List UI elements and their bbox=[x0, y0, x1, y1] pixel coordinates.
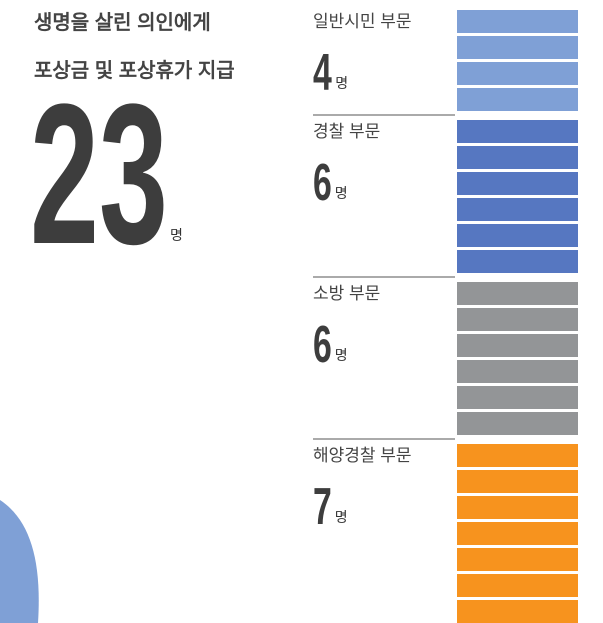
unit-bar bbox=[457, 470, 578, 493]
group-unit: 명 bbox=[335, 347, 348, 363]
unit-bar bbox=[457, 198, 578, 221]
group-unit: 명 bbox=[335, 75, 348, 91]
unit-bar bbox=[457, 250, 578, 273]
group-unit: 명 bbox=[335, 185, 348, 201]
unit-bar bbox=[457, 146, 578, 169]
unit-bar bbox=[457, 224, 578, 247]
unit-bar bbox=[457, 308, 578, 331]
unit-bar bbox=[457, 282, 578, 305]
unit-bar bbox=[457, 360, 578, 383]
group-count: 6 bbox=[313, 316, 332, 374]
unit-bar bbox=[457, 496, 578, 519]
decor-blob bbox=[0, 500, 39, 623]
group-label: 일반시민 부문 bbox=[313, 12, 412, 31]
unit-bar bbox=[457, 334, 578, 357]
group-count: 6 bbox=[313, 154, 332, 212]
group-label: 경찰 부문 bbox=[313, 122, 380, 141]
title-line: 포상금 및 포상휴가 지급 bbox=[34, 59, 235, 82]
total-number: 23 bbox=[30, 63, 168, 287]
unit-bar bbox=[457, 600, 578, 623]
group-count: 7 bbox=[313, 478, 332, 536]
unit-bar bbox=[457, 386, 578, 409]
title-line: 생명을 살린 의인에게 bbox=[34, 11, 211, 34]
group-unit: 명 bbox=[335, 509, 348, 525]
unit-bar bbox=[457, 88, 578, 111]
group-label: 해양경찰 부문 bbox=[313, 446, 412, 465]
unit-bar bbox=[457, 444, 578, 467]
unit-bar bbox=[457, 36, 578, 59]
group-count: 4 bbox=[313, 44, 332, 102]
unit-bar bbox=[457, 10, 578, 33]
unit-bar bbox=[457, 548, 578, 571]
unit-bar bbox=[457, 574, 578, 597]
unit-bar bbox=[457, 522, 578, 545]
unit-bar bbox=[457, 62, 578, 85]
unit-bar bbox=[457, 412, 578, 435]
unit-bar bbox=[457, 172, 578, 195]
unit-bar bbox=[457, 120, 578, 143]
total-unit: 명 bbox=[170, 227, 183, 243]
group-label: 소방 부문 bbox=[313, 284, 380, 303]
